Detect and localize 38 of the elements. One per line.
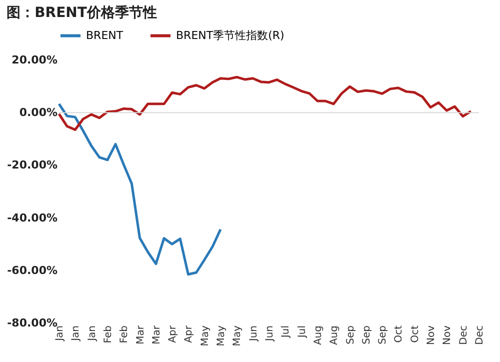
x-tick-label: Apr (184, 324, 195, 343)
line-series (58, 76, 472, 131)
y-tick-label: -40.00% (7, 211, 58, 224)
x-tick-label: Sep (361, 326, 372, 344)
x-tick-label: Jul (296, 326, 308, 339)
x-tick-label: Nov (426, 325, 438, 346)
x-tick-label: Sep (378, 326, 389, 344)
x-tick-label: Jan (86, 326, 98, 342)
y-tick-label: -60.00% (7, 264, 58, 277)
y-tick-label: -20.00% (7, 158, 58, 172)
x-tick-label: Nov (442, 325, 454, 346)
legend-label: BRENT (86, 28, 124, 42)
x-tick-label: Jun (264, 326, 276, 342)
legend-label: BRENT季节性指数(R) (176, 28, 284, 42)
x-tick-label: Apr (168, 324, 179, 343)
line-series (58, 102, 222, 276)
x-tick-label: Sep (345, 326, 356, 344)
x-tick-label: Aug (312, 326, 324, 346)
x-tick-label: Oct (394, 325, 405, 343)
x-tick-label: Aug (329, 326, 340, 346)
x-tick-label: Jan (70, 326, 82, 342)
y-tick-label: -80.00% (7, 316, 58, 330)
x-tick-label: Dec (474, 326, 486, 345)
x-tick-label: May (232, 325, 244, 346)
x-tick-label: May (200, 325, 211, 346)
x-tick-label: Oct (410, 325, 421, 343)
chart-title: 图：BRENT价格季节性 (6, 4, 157, 21)
x-tick-label: Jun (248, 326, 260, 342)
x-tick-label: Jul (280, 326, 292, 339)
x-tick-label: May (216, 325, 228, 346)
x-tick-label: Mar (151, 324, 162, 344)
x-tick-label: Feb (102, 326, 114, 344)
y-tick-label: 20.00% (12, 54, 58, 66)
y-tick-label: 0.00% (19, 106, 58, 120)
x-tick-label: Dec (458, 326, 470, 345)
x-tick-label: Mar (135, 324, 146, 344)
x-tick-label: Jan (54, 326, 66, 342)
x-tick-label: Feb (119, 326, 130, 344)
